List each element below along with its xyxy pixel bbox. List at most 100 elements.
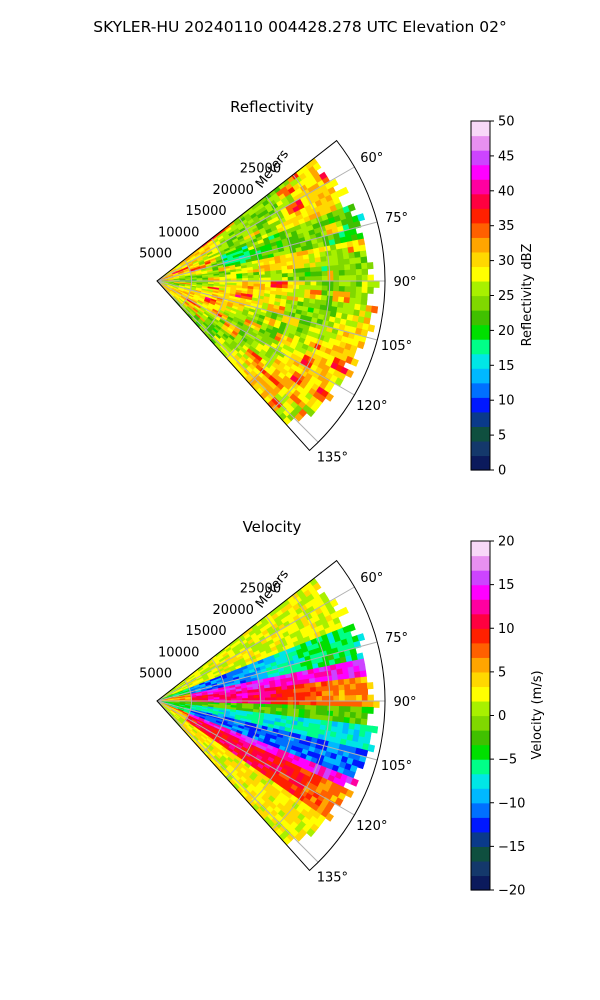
colorbar-tick-label: 0 bbox=[498, 464, 506, 479]
colorbar-swatch bbox=[471, 266, 490, 282]
radar-gate bbox=[349, 683, 357, 691]
colorbar-tick-label: 50 bbox=[498, 115, 515, 130]
colorbar-swatch bbox=[471, 237, 490, 253]
colorbar-swatch bbox=[471, 193, 490, 209]
radar-gate bbox=[276, 273, 283, 278]
radar-gate bbox=[276, 280, 283, 286]
radar-gate bbox=[321, 700, 329, 707]
radar-gate bbox=[338, 275, 346, 282]
radar-gate bbox=[304, 285, 312, 291]
colorbar-swatch bbox=[471, 628, 490, 644]
radar-gate bbox=[367, 744, 376, 753]
colorbar-swatch bbox=[471, 715, 490, 731]
radar-gate bbox=[361, 712, 368, 720]
colorbar-tick-label: 25 bbox=[498, 289, 515, 304]
radar-gate bbox=[344, 695, 352, 702]
radar-gate bbox=[333, 700, 340, 707]
radar-gate bbox=[355, 268, 363, 276]
azimuth-tick-label: 135° bbox=[317, 450, 348, 465]
radar-gate bbox=[293, 700, 300, 706]
radar-gate bbox=[293, 280, 300, 286]
radar-gate bbox=[356, 700, 363, 708]
radar-gate bbox=[367, 324, 376, 333]
colorbar-tick-label: −10 bbox=[498, 796, 525, 811]
radar-gate bbox=[361, 292, 368, 300]
azimuth-tick-label: 135° bbox=[317, 870, 348, 885]
radar-gate bbox=[342, 672, 350, 680]
radar-gate bbox=[361, 268, 369, 276]
radar-gate bbox=[310, 691, 317, 698]
radar-gate bbox=[356, 694, 363, 702]
colorbar-swatch bbox=[471, 164, 490, 180]
velocity-colorbar: −20 −15 −10 −5 0 5 10 15 20 bbox=[470, 535, 525, 899]
colorbar-tick-label: 40 bbox=[498, 184, 515, 199]
colorbar-swatch bbox=[471, 686, 490, 702]
radar-gate bbox=[270, 700, 278, 705]
radar-gate bbox=[321, 695, 329, 702]
radar-gate bbox=[355, 286, 363, 294]
radar-gate bbox=[304, 267, 311, 273]
azimuth-tick-label: 105° bbox=[381, 339, 412, 354]
radar-gate bbox=[310, 271, 317, 278]
reflectivity-panel: Reflectivity 60° 75° 90° 105° 120° 135° 5000 10… bbox=[139, 98, 535, 479]
radar-gate bbox=[315, 705, 323, 711]
radar-gate bbox=[270, 693, 278, 699]
radar-gate bbox=[361, 274, 369, 282]
radar-gate bbox=[304, 691, 312, 698]
radar-gate bbox=[344, 291, 351, 299]
radar-gate bbox=[287, 700, 295, 706]
radar-gate bbox=[327, 690, 334, 697]
radar-gate bbox=[367, 694, 374, 702]
radar-gate bbox=[321, 285, 329, 292]
radar-gate bbox=[287, 688, 294, 694]
radar-gate bbox=[344, 280, 352, 288]
radar-gate bbox=[320, 681, 328, 688]
range-tick-label: 5000 bbox=[139, 667, 172, 682]
radar-gate bbox=[338, 689, 346, 697]
azimuth-tick-label: 90° bbox=[393, 275, 416, 290]
radar-gate bbox=[333, 275, 340, 282]
radar-gate bbox=[286, 684, 294, 691]
radar-gate bbox=[344, 711, 351, 719]
radar-gate bbox=[326, 680, 334, 687]
radar-gate bbox=[327, 270, 334, 277]
radar-field bbox=[156, 157, 380, 426]
colorbar-tick-label: 20 bbox=[498, 324, 515, 339]
radar-gate bbox=[344, 269, 352, 277]
radar-gate bbox=[359, 250, 367, 258]
radar-gate bbox=[361, 262, 368, 270]
colorbar-swatch bbox=[471, 570, 490, 586]
radar-gate bbox=[354, 257, 362, 265]
radar-gate bbox=[309, 289, 317, 296]
radar-gate bbox=[327, 705, 334, 712]
figure-suptitle: SKYLER-HU 20240110 004428.278 UTC Elevat… bbox=[93, 18, 507, 36]
radar-gate bbox=[344, 264, 351, 271]
radar-gate bbox=[281, 280, 289, 286]
radar-gate bbox=[350, 286, 357, 293]
radar-gate bbox=[309, 709, 317, 716]
radar-gate bbox=[281, 693, 289, 698]
radar-gate bbox=[310, 696, 317, 702]
colorbar-tick-label: 45 bbox=[498, 149, 515, 164]
radar-gate bbox=[247, 275, 255, 279]
colorbar-swatch bbox=[471, 671, 490, 688]
radar-gate bbox=[343, 678, 351, 686]
radar-gate bbox=[338, 695, 346, 702]
colorbar-swatch bbox=[471, 135, 490, 151]
radar-gate bbox=[315, 285, 323, 291]
colorbar-swatch bbox=[471, 773, 490, 789]
radar-gate bbox=[370, 725, 379, 734]
radar-gate bbox=[342, 252, 350, 260]
radar-gate bbox=[253, 694, 260, 699]
radar-gate bbox=[315, 271, 323, 277]
radar-gate bbox=[265, 700, 272, 705]
radar-gate bbox=[326, 290, 334, 297]
radar-gate bbox=[329, 178, 339, 188]
velocity-title: Velocity bbox=[243, 518, 302, 536]
radar-gate bbox=[310, 285, 317, 291]
radar-gate bbox=[337, 253, 345, 261]
radar-gate bbox=[356, 280, 363, 288]
radar-gate bbox=[270, 273, 278, 279]
radar-gate bbox=[333, 695, 340, 702]
azimuth-tick-label: 60° bbox=[360, 151, 383, 166]
